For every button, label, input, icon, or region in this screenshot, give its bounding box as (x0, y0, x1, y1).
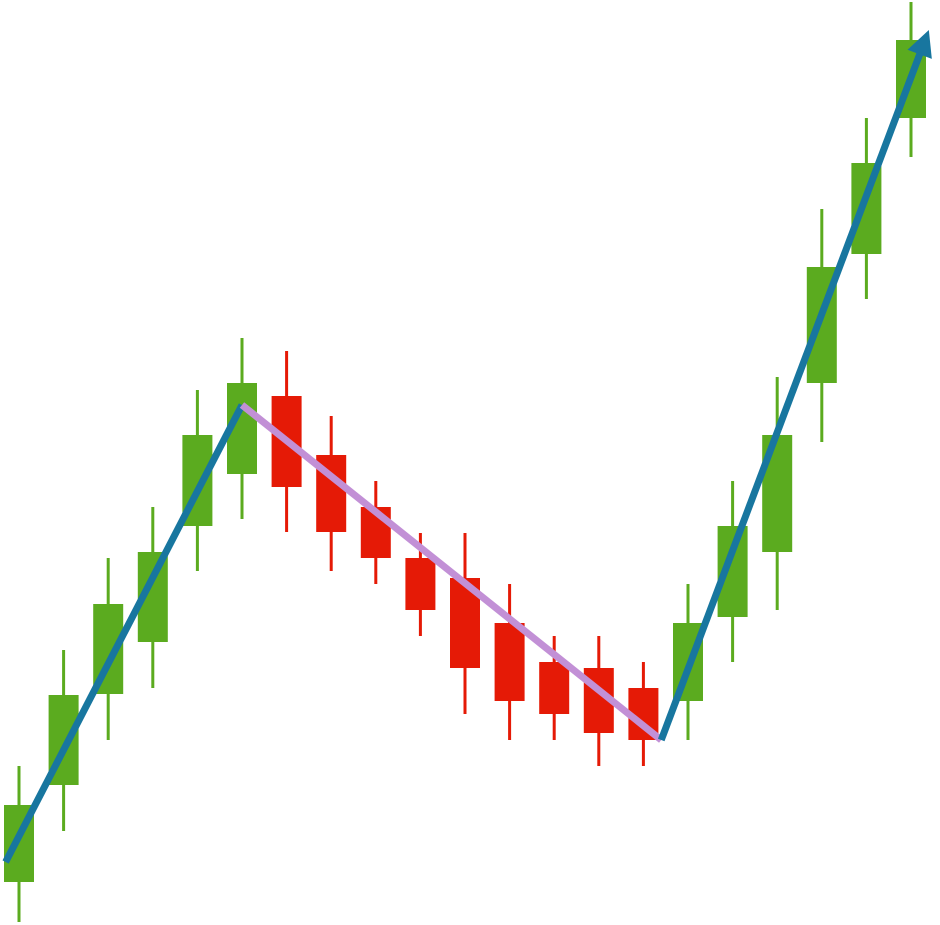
candle-11 (494, 584, 525, 740)
candle-7 (316, 416, 347, 571)
candle-4 (182, 390, 213, 571)
candle-body (539, 662, 570, 714)
candle-1 (48, 650, 79, 831)
candle-9 (405, 533, 436, 636)
candle-10 (450, 533, 480, 714)
candle-8 (360, 481, 391, 584)
candle-body (494, 623, 525, 701)
candles-group (4, 2, 926, 922)
trend-lines-group (2, 30, 932, 864)
up-trend-line-0 (2, 403, 246, 864)
up-trend-line-2 (657, 49, 925, 742)
candle-body (405, 558, 436, 610)
candle-19 (851, 118, 882, 299)
trend-arrowhead (907, 30, 932, 59)
down-trend-line-1 (239, 402, 664, 743)
candle-0 (4, 766, 34, 922)
candle-18 (806, 209, 837, 442)
